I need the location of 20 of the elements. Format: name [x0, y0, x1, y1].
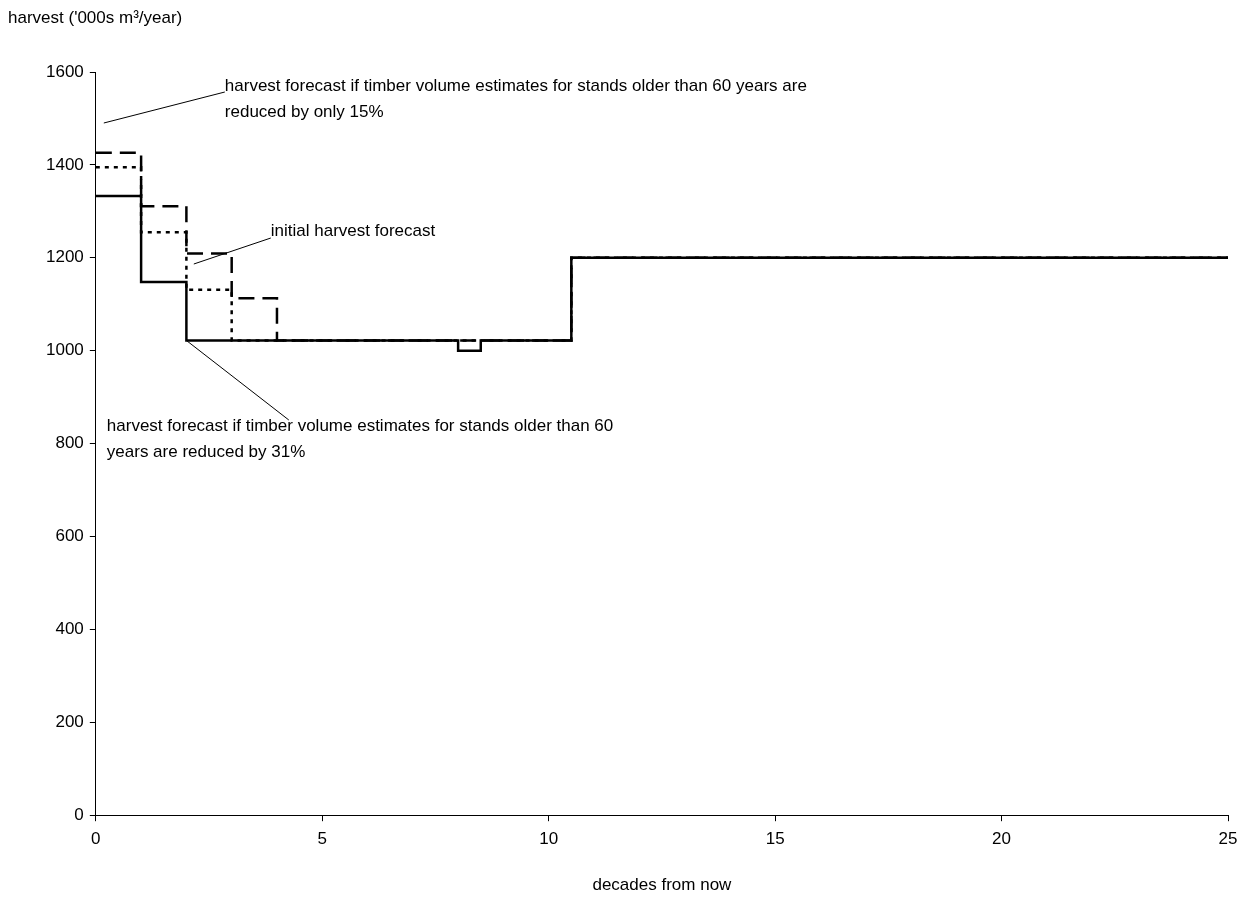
x-axis-title: decades from now: [592, 875, 733, 895]
y-axis-title: harvest ('000s m³/year): [8, 8, 183, 28]
x-tick-label: 20: [992, 829, 1012, 849]
y-tick-label: 1600: [45, 61, 84, 81]
x-tick-label: 0: [91, 829, 101, 849]
x-tick-label: 5: [317, 829, 327, 849]
x-tick-label: 25: [1218, 829, 1238, 849]
annotation: harvest forecast if timber volume estimates for stands older than 60 years are reduced by only 15%: [224, 76, 807, 122]
x-tick-label: 15: [765, 829, 785, 849]
y-tick-label: 800: [55, 433, 84, 453]
y-tick-label: 600: [55, 526, 84, 546]
y-tick-label: 1200: [45, 247, 84, 267]
annotation: harvest forecast if timber volume estimates for stands older than 60 years are reduced by 31%: [106, 416, 614, 462]
y-tick-label: 1000: [45, 340, 84, 360]
y-tick-label: 400: [55, 619, 84, 639]
x-tick-label: 10: [539, 829, 559, 849]
y-tick-label: 1400: [45, 154, 84, 174]
annotation: initial harvest forecast: [270, 221, 436, 241]
y-tick-label: 0: [74, 804, 84, 824]
y-tick-label: 200: [55, 711, 84, 731]
